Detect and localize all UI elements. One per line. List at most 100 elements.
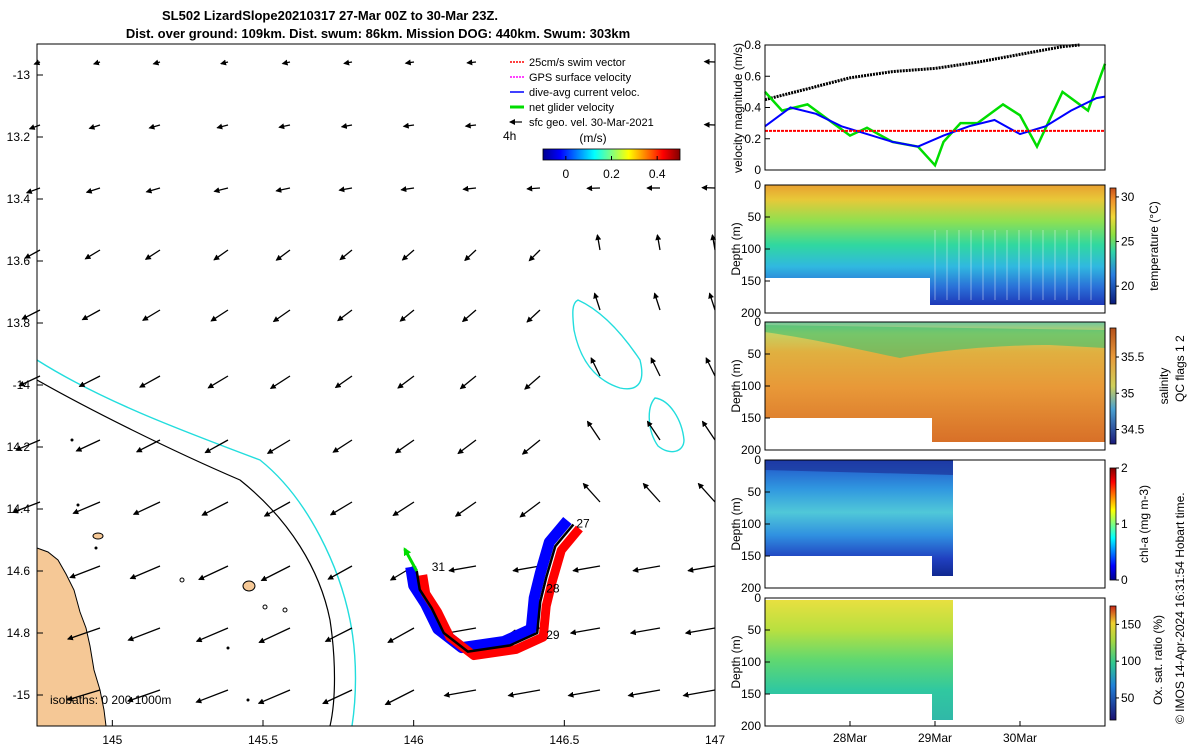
depth-tick-label: 200: [741, 581, 761, 595]
geo-velocity-arrow: [337, 309, 353, 322]
geo-velocity-arrow: [461, 309, 477, 323]
geo-velocity-arrow: [11, 501, 41, 514]
geo-velocity-arrow: [464, 122, 477, 129]
velocity-y-tick-label: 0.8: [744, 38, 761, 52]
geo-velocity-arrow: [81, 309, 101, 321]
geo-velocity-arrow: [15, 439, 41, 451]
depth-tick-label: 150: [741, 411, 761, 425]
qc-flags-label: QC flags 1 2: [1173, 335, 1187, 402]
island: [242, 580, 256, 592]
geo-velocity-arrow: [632, 565, 661, 573]
map-y-tick-label: -15: [13, 688, 31, 702]
chlorophyll-clabel: chl-a (mg m-3): [1137, 485, 1151, 563]
geo-velocity-arrow: [78, 375, 101, 387]
geo-velocity-arrow: [528, 249, 541, 262]
temperature-colorbar-ticks: 20 25 30: [1116, 190, 1135, 293]
geostrophic-velocity-arrows: [11, 58, 717, 706]
velocity-panel: 0 0.2 0.4 0.6 0.8 velocity magnitude (m/s): [731, 38, 1107, 177]
geo-velocity-arrow: [195, 627, 229, 643]
map-y-tick-label: 14.2: [7, 440, 31, 454]
geo-velocity-arrow: [269, 375, 291, 390]
geo-velocity-arrow: [567, 689, 601, 698]
geo-velocity-arrow: [25, 187, 41, 194]
chlorophyll-panel: 0 50 100 150 200 Depth (m) 0 1 2 chl-a (mg m-3…: [729, 453, 1151, 595]
colorbar-tick-label: 30: [1121, 190, 1135, 204]
salinity-colorbar-ticks: 34.5 35 35.5: [1116, 350, 1145, 437]
geo-velocity-arrow: [72, 501, 101, 515]
geo-velocity-arrow: [327, 565, 353, 580]
day-label: 31: [432, 560, 446, 574]
oxygen-colorbar-ticks: 50 100 150: [1116, 617, 1141, 705]
map-title-line2: Dist. over ground: 109km. Dist. swum: 86…: [126, 26, 630, 41]
colorbar-tick-label: 150: [1121, 617, 1141, 631]
colorbar-label: (m/s): [579, 131, 606, 145]
geo-velocity-arrow: [139, 375, 161, 388]
geo-velocity-arrow: [275, 249, 291, 261]
geo-velocity-arrow: [384, 689, 415, 706]
net-velocity-arrow: [403, 547, 418, 572]
island: [226, 646, 230, 650]
map-title-line1: SL502 LizardSlope20210317 27-Mar 00Z to …: [162, 8, 498, 23]
geo-velocity-arrow: [466, 59, 477, 66]
map-x-tick-label: 146.5: [549, 733, 579, 747]
geo-velocity-arrow: [85, 187, 101, 194]
map-y-tick-label: -14: [13, 378, 31, 392]
colorbar-tick-label: 100: [1121, 654, 1141, 668]
oxygen-field: [765, 600, 953, 720]
geo-velocity-arrow: [152, 59, 161, 66]
reef-outline-2: [648, 397, 685, 453]
temperature-profiles: [934, 230, 1092, 300]
scale-label: 4h: [503, 129, 516, 143]
geo-velocity-arrow: [387, 627, 415, 643]
geo-velocity-arrow: [148, 123, 161, 130]
chlorophyll-y-axis: 0 50 100 150 200: [741, 453, 770, 595]
geo-velocity-arrow: [278, 123, 291, 130]
island: [246, 698, 250, 702]
velocity-y-tick-label: 0: [754, 163, 761, 177]
geo-velocity-arrow: [708, 292, 716, 311]
geo-velocity-arrow: [653, 292, 661, 311]
geo-velocity-arrow: [684, 627, 716, 636]
geo-velocity-arrow: [213, 249, 229, 261]
chlorophyll-colorbar-ticks: 0 1 2: [1116, 461, 1128, 587]
geo-velocity-arrow: [324, 627, 353, 642]
geo-velocity-arrow: [332, 439, 353, 453]
temperature-colorbar: [1109, 187, 1117, 305]
geo-velocity-arrow: [142, 309, 161, 321]
geo-velocity-arrow: [569, 627, 601, 636]
geo-velocity-arrow: [75, 439, 101, 452]
map-x-axis: 145 145.5 146 146.5 147: [102, 720, 725, 747]
oxygen-colorbar: [1109, 605, 1117, 721]
geo-velocity-arrow: [448, 565, 477, 573]
time-x-axis: 28Mar 29Mar 30Mar: [833, 721, 1037, 745]
geo-velocity-arrow: [404, 59, 415, 66]
map-x-tick-label: 145.5: [248, 733, 278, 747]
time-tick-label: 30Mar: [1003, 731, 1037, 745]
colorbar-tick-label: 20: [1121, 279, 1135, 293]
geo-velocity-arrow: [701, 420, 716, 441]
map-y-tick-label: 14.6: [7, 564, 31, 578]
geo-velocity-arrow: [69, 565, 101, 579]
velocity-series-cumulative: [764, 43, 1080, 102]
map-x-tick-label: 147: [705, 733, 725, 747]
colorbar-tick-label: 0.2: [603, 167, 620, 181]
oxygen-clabel: Ox. sat. ratio (%): [1151, 615, 1165, 705]
depth-tick-label: 0: [754, 453, 761, 467]
depth-tick-label: 0: [754, 315, 761, 329]
oxygen-panel: 0 50 100 150 200 28Mar 29Mar 30Mar Depth (m) 5…: [729, 591, 1165, 745]
salinity-clabel: salinity: [1157, 368, 1171, 405]
colorbar-tick-label: 35: [1121, 386, 1135, 400]
geo-velocity-arrow: [402, 122, 415, 129]
map-x-tick-label: 146: [404, 733, 424, 747]
geo-velocity-arrow: [195, 689, 229, 704]
time-tick-label: 29Mar: [918, 731, 952, 745]
geo-velocity-arrow: [521, 439, 541, 455]
chlorophyll-field: [765, 460, 953, 576]
isobath-200: [36, 379, 336, 727]
map-x-tick-label: 145: [102, 733, 122, 747]
geo-velocity-arrow: [198, 565, 229, 581]
geo-velocity-arrow: [457, 439, 477, 455]
geo-velocity-arrow: [392, 501, 415, 517]
